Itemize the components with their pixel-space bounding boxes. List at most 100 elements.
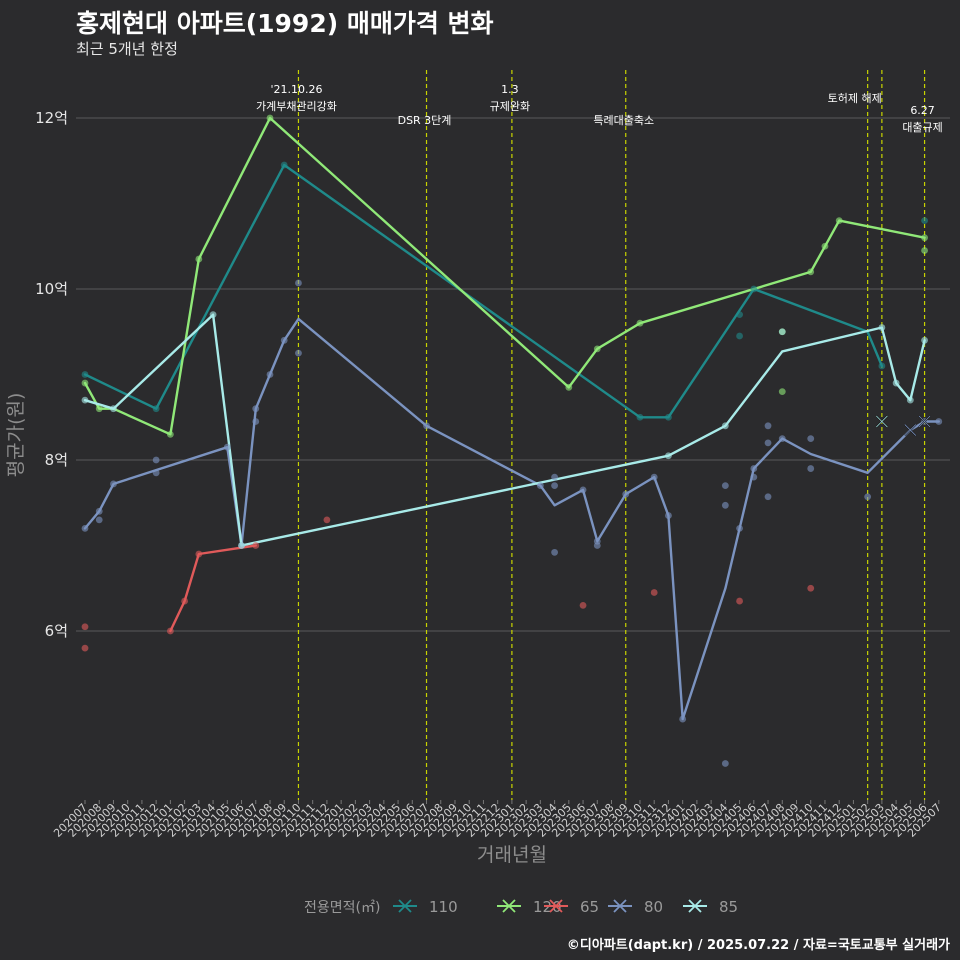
data-point-65: [166, 627, 174, 635]
data-point-110: [81, 371, 89, 378]
data-point-80: [622, 490, 630, 498]
data-point-110: [280, 161, 288, 169]
data-point-120: [565, 383, 573, 391]
legend-title: 전용면적(㎡): [304, 900, 380, 916]
legend-key-marker-120: [502, 899, 516, 913]
data-point-80: [721, 760, 729, 767]
event-label: 특례대출축소: [593, 114, 654, 127]
series-line-110: [83, 163, 884, 419]
legend: 전용면적(㎡) 110 120 65 80 85: [304, 898, 738, 916]
data-point-110: [665, 413, 672, 421]
cancelled-marker-highlight: [918, 415, 931, 428]
data-point-80: [807, 465, 815, 472]
legend-key-marker-80: [613, 899, 627, 913]
source-caption: ©디아파트(dapt.kr) / 2025.07.22 / 자료=국토교통부 실…: [566, 938, 950, 953]
data-point-80: [750, 465, 758, 472]
y-tick-label: 6억: [45, 622, 68, 640]
event-label: 규제완화: [490, 100, 530, 113]
data-point-120: [266, 114, 274, 122]
legend-key-marker-85: [688, 899, 702, 913]
data-point-80: [95, 507, 103, 515]
y-axis-title: 평균가(원): [5, 393, 27, 478]
data-point-80: [650, 473, 658, 481]
data-point-80: [536, 482, 544, 490]
x-axis-ticks: 2020072020082020092020102020112020122021…: [51, 800, 944, 840]
event-label: 대출규제: [902, 121, 942, 134]
data-point-80: [252, 405, 260, 413]
data-point-65: [81, 623, 89, 631]
data-point-120: [921, 234, 928, 242]
data-point-80: [551, 548, 558, 556]
data-point-80: [721, 501, 729, 509]
data-point-110: [152, 405, 160, 413]
event-label: 1.3: [501, 83, 519, 96]
legend-label-110: 110: [429, 898, 458, 916]
data-point-120: [835, 217, 843, 225]
data-point-110: [921, 217, 928, 225]
data-point-110: [878, 362, 886, 370]
data-point-80: [223, 443, 231, 451]
data-point-85: [721, 422, 729, 430]
data-point-85: [921, 336, 928, 344]
data-point-120: [195, 255, 203, 263]
data-point-80: [750, 473, 758, 481]
data-point-65: [195, 550, 203, 558]
data-point-110: [736, 311, 743, 319]
data-point-80: [935, 418, 943, 425]
data-point-80: [764, 439, 772, 447]
data-point-85: [110, 405, 117, 413]
data-point-120: [821, 242, 829, 250]
series-line-120: [83, 116, 926, 436]
data-point-80: [295, 279, 302, 287]
data-point-80: [736, 525, 743, 532]
data-point-120: [166, 430, 174, 438]
series-line-85: [83, 313, 926, 547]
data-point-85: [209, 311, 217, 319]
cancelled-marker-highlight: [904, 424, 917, 436]
data-point-120: [778, 388, 786, 395]
data-point-65: [579, 601, 587, 609]
data-point-120: [807, 268, 815, 276]
data-point-120: [593, 345, 601, 353]
data-point-80: [721, 482, 729, 490]
data-point-80: [81, 525, 89, 532]
data-point-85: [238, 542, 245, 549]
data-point-110: [636, 413, 644, 421]
data-point-65: [81, 644, 89, 652]
legend-key-marker-65: [549, 899, 563, 913]
data-point-80: [593, 542, 601, 549]
data-point-65: [252, 542, 260, 549]
data-point-110: [750, 285, 758, 293]
series-line-65: [169, 544, 257, 633]
data-point-120: [636, 319, 644, 327]
event-label: '21.10.26: [270, 83, 322, 96]
data-point-80: [423, 422, 430, 430]
data-point-85: [892, 379, 900, 387]
grid-lines: [76, 117, 950, 632]
data-point-85: [906, 396, 914, 404]
event-label: 가계부채관리강화: [256, 100, 337, 113]
data-point-80: [807, 435, 815, 443]
data-point-65: [323, 516, 331, 524]
data-point-65: [736, 597, 743, 605]
data-point-80: [679, 715, 687, 723]
cancelled-marker-highlight: [876, 415, 888, 428]
data-point-80: [778, 435, 786, 443]
legend-key-marker-110: [398, 899, 412, 913]
legend-label-65: 65: [580, 898, 599, 916]
event-label: 토허제 해제: [828, 91, 882, 105]
data-point-80: [551, 473, 558, 481]
legend-label-80: 80: [644, 898, 663, 916]
data-point-80: [152, 469, 160, 477]
data-point-80: [665, 512, 672, 519]
data-point-80: [579, 486, 587, 494]
event-label: DSR 3단계: [398, 114, 452, 127]
y-axis-ticks: 6억 8억 10억 12억: [35, 109, 68, 640]
legend-label-85: 85: [719, 898, 738, 916]
event-label: 6.27: [910, 104, 935, 117]
chart-title: 홍제현대 아파트(1992) 매매가격 변화: [76, 9, 494, 38]
series-points: [81, 114, 943, 767]
data-point-85: [778, 328, 786, 336]
